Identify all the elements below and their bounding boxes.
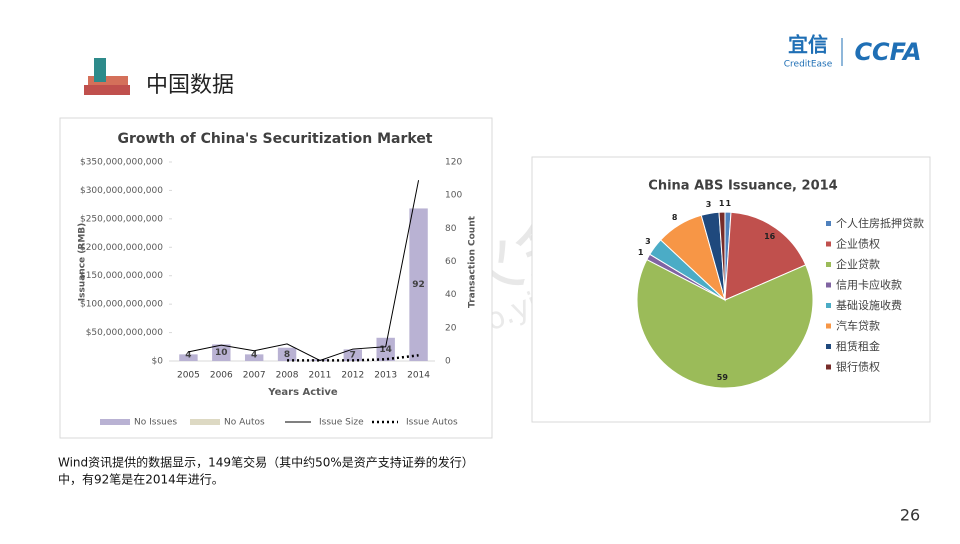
bar (179, 354, 198, 361)
chart-title: China ABS Issuance, 2014 (648, 179, 837, 194)
legend-swatch (826, 364, 831, 370)
legend-label: No Issues (134, 418, 177, 428)
y2-tick-label: 40 (445, 290, 457, 300)
y2-tick-label: 80 (445, 224, 457, 234)
x-tick-label: 2006 (210, 371, 233, 381)
x-tick-label: 2007 (243, 371, 266, 381)
y-tick-label: $100,000,000,000 (80, 300, 163, 310)
y2-tick-label: 120 (445, 158, 462, 168)
legend-swatch (826, 241, 831, 247)
data-label: 59 (717, 373, 729, 382)
legend-label: 个人住房抵押贷款 (836, 216, 924, 230)
data-label: 7 (350, 351, 356, 361)
y-tick-label: $150,000,000,000 (80, 271, 163, 281)
legend-label: Issue Size (319, 418, 364, 428)
data-label: 1 (719, 199, 725, 208)
legend-label: 汽车贷款 (836, 319, 880, 333)
bar (409, 208, 428, 361)
bar (277, 347, 297, 361)
bar (343, 349, 363, 361)
y-tick-label: $250,000,000,000 (80, 214, 163, 224)
x-tick-label: 2008 (276, 371, 299, 381)
y-tick-label: $200,000,000,000 (80, 243, 163, 253)
logo-en: CreditEase (784, 60, 833, 70)
y-tick-label: $50,000,000,000 (86, 328, 164, 338)
x-tick-label: 2011 (308, 371, 331, 381)
legend-swatch (826, 282, 831, 288)
x-axis-title: Years Active (267, 387, 338, 398)
legend-label: Issue Autos (406, 418, 458, 428)
legend-swatch (826, 344, 831, 349)
data-label: 3 (645, 237, 651, 246)
bar (244, 354, 264, 361)
legend-swatch (826, 262, 831, 267)
logo: 宜信 (788, 33, 828, 57)
data-label: 3 (706, 200, 712, 209)
y2-tick-label: 100 (445, 191, 462, 201)
x-tick-label: 2013 (374, 371, 397, 381)
x-tick-label: 2012 (341, 371, 364, 381)
chart-title: Growth of China's Securitization Market (118, 131, 433, 147)
data-label: 1 (638, 248, 644, 257)
data-label: 8 (672, 213, 678, 222)
legend-swatch (826, 221, 831, 226)
y-tick-label: $350,000,000,000 (80, 158, 163, 168)
bar (376, 337, 395, 361)
data-label: 16 (764, 232, 776, 241)
page-number: 26 (900, 506, 920, 525)
legend-label: 信用卡应收款 (836, 278, 902, 292)
line (188, 180, 420, 361)
y2-tick-label: 0 (445, 357, 451, 367)
legend-swatch (100, 419, 130, 425)
title-icon (84, 58, 130, 95)
data-label: 14 (379, 345, 392, 355)
legend-swatch (826, 303, 831, 308)
pie-slice (724, 211, 807, 301)
pie-slice (718, 211, 726, 301)
x-tick-label: 2014 (407, 371, 430, 381)
y2-tick-label: 60 (445, 257, 457, 267)
data-label: 92 (412, 280, 425, 290)
legend-swatch (826, 323, 831, 329)
caption: Wind资讯提供的数据显示，149笔交易（其中约50%是资产支持证券的发行） (58, 455, 474, 470)
data-label: 10 (215, 348, 228, 358)
data-label: 4 (185, 351, 191, 361)
legend-label: 企业贷款 (836, 257, 880, 271)
logo-ccfa: CCFA (854, 38, 921, 66)
line (287, 354, 419, 362)
legend-label: 银行债权 (836, 360, 880, 374)
y2-tick-label: 20 (445, 323, 457, 333)
data-label: 8 (284, 350, 290, 360)
legend-label: 基础设施收费 (836, 298, 902, 312)
y-axis-title: Issuance (RMB) (78, 223, 88, 302)
y-tick-label: $300,000,000,000 (80, 186, 163, 196)
caption: 中，有92笔是在2014年进行。 (58, 472, 224, 487)
y-tick-label: $0 (152, 357, 164, 367)
slide-title: 中国数据 (146, 73, 234, 98)
data-label: 4 (251, 351, 257, 361)
y2-axis-title: Transaction Count (468, 215, 478, 308)
legend-label: 租赁租金 (836, 339, 880, 353)
pie-slice (636, 258, 814, 389)
bar (212, 344, 231, 361)
data-label: 1 (726, 199, 732, 208)
x-tick-label: 2005 (177, 371, 200, 381)
legend-swatch (190, 419, 220, 425)
legend-label: No Autos (224, 418, 265, 428)
legend-label: 企业债权 (836, 237, 880, 251)
